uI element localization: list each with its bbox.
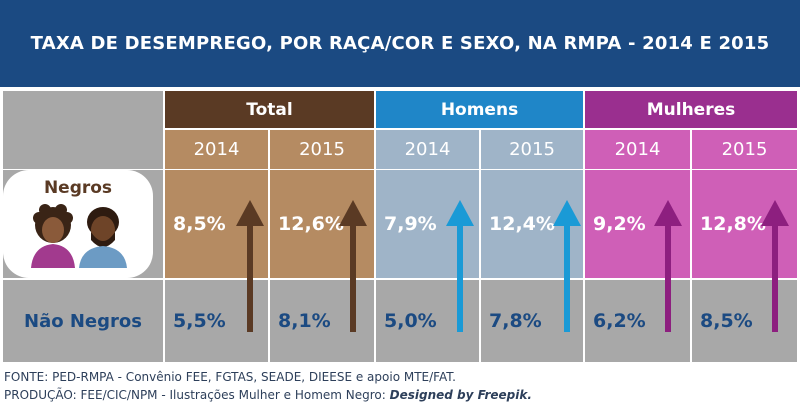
year-homens-2014: 2014	[376, 130, 479, 169]
value-nao-negros-homens-2015: 7,8%	[481, 280, 583, 362]
group-header-total: Total	[165, 91, 374, 128]
corner-cell	[3, 91, 163, 169]
footer-production-text: PRODUÇÃO: FEE/CIC/NPM - Ilustrações Mulh…	[4, 388, 386, 402]
value-negros-homens-2015: 12,4%	[481, 170, 583, 278]
people-illustration-icon	[31, 204, 127, 268]
negros-badge: Negros	[3, 170, 153, 278]
woman-icon	[31, 204, 75, 268]
value-nao-negros-total-2014: 5,5%	[165, 280, 268, 362]
row-label-nao-negros: Não Negros	[3, 280, 163, 362]
value-negros-mulheres-2015: 12,8%	[692, 170, 797, 278]
value-negros-mulheres-2014: 9,2%	[585, 170, 690, 278]
value-nao-negros-mulheres-2015: 8,5%	[692, 280, 797, 362]
group-header-homens: Homens	[376, 91, 583, 128]
value-nao-negros-homens-2014: 5,0%	[376, 280, 479, 362]
year-total-2015: 2015	[270, 130, 374, 169]
value-negros-total-2014: 8,5%	[165, 170, 268, 278]
year-homens-2015: 2015	[481, 130, 583, 169]
year-mulheres-2014: 2014	[585, 130, 690, 169]
footer-source: FONTE: PED-RMPA - Convênio FEE, FGTAS, S…	[4, 370, 456, 384]
year-total-2014: 2014	[165, 130, 268, 169]
year-mulheres-2015: 2015	[692, 130, 797, 169]
chart-title: TAXA DE DESEMPREGO, POR RAÇA/COR E SEXO,…	[30, 33, 770, 54]
row-label-negros: Negros	[43, 178, 113, 198]
value-nao-negros-total-2015: 8,1%	[270, 280, 374, 362]
group-header-mulheres: Mulheres	[585, 91, 797, 128]
value-negros-homens-2014: 7,9%	[376, 170, 479, 278]
footer-production: PRODUÇÃO: FEE/CIC/NPM - Ilustrações Mulh…	[4, 388, 532, 402]
man-icon	[79, 207, 127, 268]
value-nao-negros-mulheres-2014: 6,2%	[585, 280, 690, 362]
header-bar: TAXA DE DESEMPREGO, POR RAÇA/COR E SEXO,…	[0, 0, 800, 87]
footer-credit: Designed by Freepik.	[389, 388, 532, 402]
value-negros-total-2015: 12,6%	[270, 170, 374, 278]
